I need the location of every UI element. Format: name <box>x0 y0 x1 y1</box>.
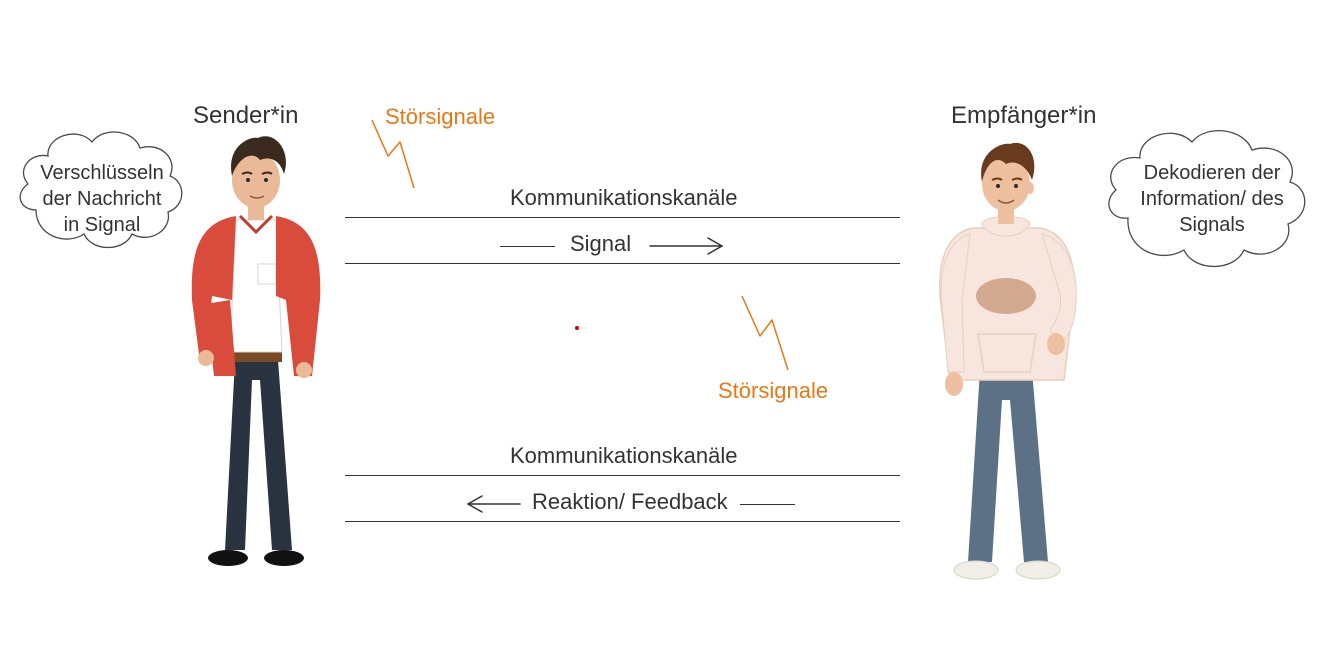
bottom-line-1 <box>345 475 900 476</box>
center-dot <box>575 326 579 330</box>
noise-bottom-zigzag <box>0 0 1338 664</box>
feedback-right-line <box>740 504 795 505</box>
sender-cloud-label: Verschlüsseln der Nachricht in Signal <box>32 160 172 238</box>
receiver-cloud-text: Dekodieren der Information/ des Signals <box>1128 160 1296 238</box>
top-channel-title: Kommunikationskanäle <box>510 185 737 211</box>
noise-top-zigzag <box>0 0 1338 664</box>
receiver-title: Empfänger*in <box>951 102 1096 130</box>
signal-label: Signal <box>570 231 631 257</box>
signal-left-line <box>500 246 555 247</box>
sender-title: Sender*in <box>193 102 298 130</box>
signal-arrow-right <box>0 0 1338 664</box>
noise-bottom-label: Störsignale <box>718 378 828 404</box>
noise-top-label: Störsignale <box>385 104 495 130</box>
diagram-stage: Sender*in Empfänger*in Verschlüsseln der… <box>0 0 1338 664</box>
feedback-arrow-left <box>0 0 1338 664</box>
clouds-svg <box>0 0 1338 664</box>
sender-cloud-text: Verschlüsseln der Nachricht in Signal <box>32 160 172 238</box>
feedback-label: Reaktion/ Feedback <box>532 489 728 515</box>
bottom-channel-title: Kommunikationskanäle <box>510 443 737 469</box>
top-line-1 <box>345 217 900 218</box>
sender-figure <box>0 0 1338 664</box>
bottom-line-2 <box>345 521 900 522</box>
receiver-cloud-label: Dekodieren der Information/ des Signals <box>1128 160 1296 238</box>
top-line-2 <box>345 263 900 264</box>
receiver-figure <box>0 0 1338 664</box>
